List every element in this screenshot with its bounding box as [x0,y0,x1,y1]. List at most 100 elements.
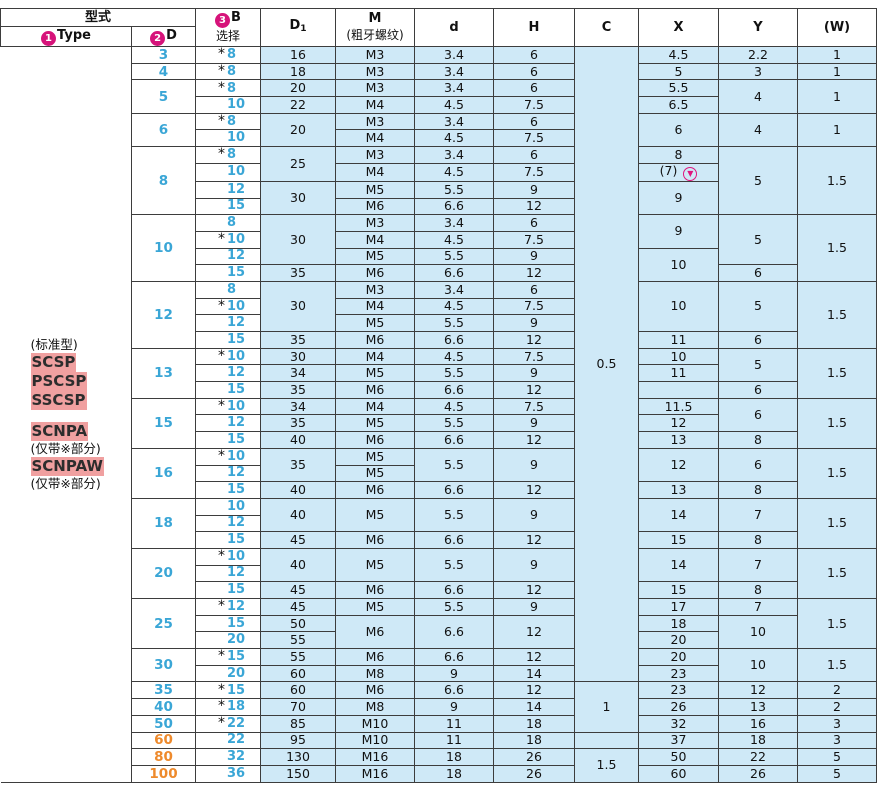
d-size-cell: 3 [131,46,196,64]
d-cell: 3.4 [414,79,494,98]
b-value: 15 [227,381,246,397]
x-cell: 11.5 [638,397,719,416]
b-value: 15 [227,615,246,631]
b-value: 8 [227,147,237,163]
y-cell: 5 [718,280,798,333]
y-cell: 5 [718,146,798,216]
c-cell: 1.5 [574,748,639,783]
type-scnpaw-note: (仅带※部分) [30,475,101,491]
y-cell: 8 [718,581,798,599]
y-cell: 5 [718,214,798,266]
x-cell: 32 [638,714,719,733]
d-cell: 4.5 [414,397,494,416]
spec-table: 型式 3 B 选择 D1 M (粗牙螺纹) d H C X Y (W) 1 Type 2… [0,8,877,783]
b-select-cell: 10 [195,162,261,182]
h-cell: 14 [493,698,575,716]
d1-cell: 60 [260,664,336,683]
x-cell: 12 [638,447,719,483]
table-row: 12 30 M5 5.5 9 9 [1,180,877,216]
h-cell: 9 [493,414,575,433]
y-cell: 12 [718,681,798,700]
b-value: 10 [227,549,246,565]
b-select-cell: 12 [195,564,261,583]
d-size-cell: 6 [131,112,196,148]
d1-cell: 85 [260,714,336,733]
d1-cell: 70 [260,698,336,716]
d-cell: 5.5 [414,314,494,332]
b-value: 10 [227,498,246,514]
table-row: 12 8 30 M3 3.4 6 10 5 1.5 [1,280,877,349]
d1-cell: 20 [260,79,336,98]
asterisk-mark: * [218,146,225,163]
h-cell: 6 [493,112,575,131]
b-select-cell: * 8 [195,112,261,131]
x-cell: 13 [638,431,719,449]
d-cell: 4.5 [414,347,494,366]
b-value: 12 [227,315,246,331]
m-cell: M6 [335,531,415,549]
b-select-cell: 15 [195,381,261,399]
y-cell: 16 [718,714,798,733]
m-cell: M4 [335,162,415,182]
w-cell: 5 [797,748,877,766]
d-cell: 5.5 [414,364,494,383]
asterisk-mark: * [218,113,225,130]
x-cell: 5 [638,62,719,81]
b-select-cell: * 10 [195,297,261,316]
table-row: 20 55 20 [1,631,877,650]
x-cell: 5.5 [638,79,719,98]
d1-cell: 25 [260,146,336,182]
c-header: C [574,8,639,47]
h-cell: 12 [493,197,575,216]
table-row: 16 * 10 35 M5 5.5 9 12 6 1.5 [1,447,877,499]
table-row: 15 40 M6 6.6 12 13 8 [1,431,877,449]
type-pscsp: PSCSP [30,371,88,391]
x-cell: 6 [638,112,719,148]
m-cell: M5 [335,314,415,332]
type-scsp: SCSP [30,352,77,372]
table-row: * 10 M4 4.5 7.5 [1,297,877,316]
d-header: d [414,8,494,47]
m-cell: M3 [335,280,415,299]
x-cell: 4.5 [638,46,719,64]
d1-cell: 18 [260,62,336,81]
table-row: (标准型) SCSP PSCSP SSCSP SCNPA (仅带※部分) SCN… [0,45,877,783]
pin-icon: ▼ [683,166,698,181]
asterisk-mark: * [218,298,225,314]
m-cell: M4 [335,397,415,416]
table-row: 12 35 M5 5.5 9 12 [1,414,877,433]
d-size-cell: 60 [131,731,196,750]
asterisk-mark: * [218,715,225,732]
d-size-cell: 12 [131,280,196,349]
h-cell: 26 [493,764,575,783]
b-select-cell: 22 [195,731,261,750]
c-cell: 1 [574,681,639,733]
h-cell: 6 [493,46,575,64]
b-select-cell: 12 [195,247,261,266]
d1-cell: 40 [260,547,336,583]
m-header: M (粗牙螺纹) [335,8,415,47]
w-cell: 1.5 [797,146,877,216]
b-select-cell: 12 [195,180,261,199]
b-value: 10 [227,96,246,112]
b-value: 8 [227,47,237,63]
h-cell: 12 [493,431,575,449]
m-cell: M5 [335,247,415,266]
h-cell: 6 [493,146,575,164]
y-cell: 18 [718,731,798,750]
y-cell: 10 [718,614,798,650]
x-cell: 10 [638,347,719,366]
x-cell: 17 [638,598,719,616]
h-cell: 9 [493,247,575,266]
y-cell: 7 [718,598,798,616]
m-cell: M6 [335,648,415,666]
table-row: 30 * 15 55 M6 6.6 12 20 10 1.5 [1,648,877,683]
y-cell: 8 [718,481,798,499]
table-row: 5 * 8 20 M3 3.4 6 5.5 4 1 [1,79,877,114]
table-row: 15 45 M6 6.6 12 15 8 [1,581,877,599]
type-scnpaw: SCNPAW [30,456,104,476]
b-select-cell: 15 [195,431,261,449]
table-row: 10 M4 4.5 7.5 [1,129,877,148]
table-row: 8 * 8 25 M3 3.4 6 8 5 1.5 [1,146,877,216]
table-row: 12 M5 5.5 9 10 [1,247,877,282]
